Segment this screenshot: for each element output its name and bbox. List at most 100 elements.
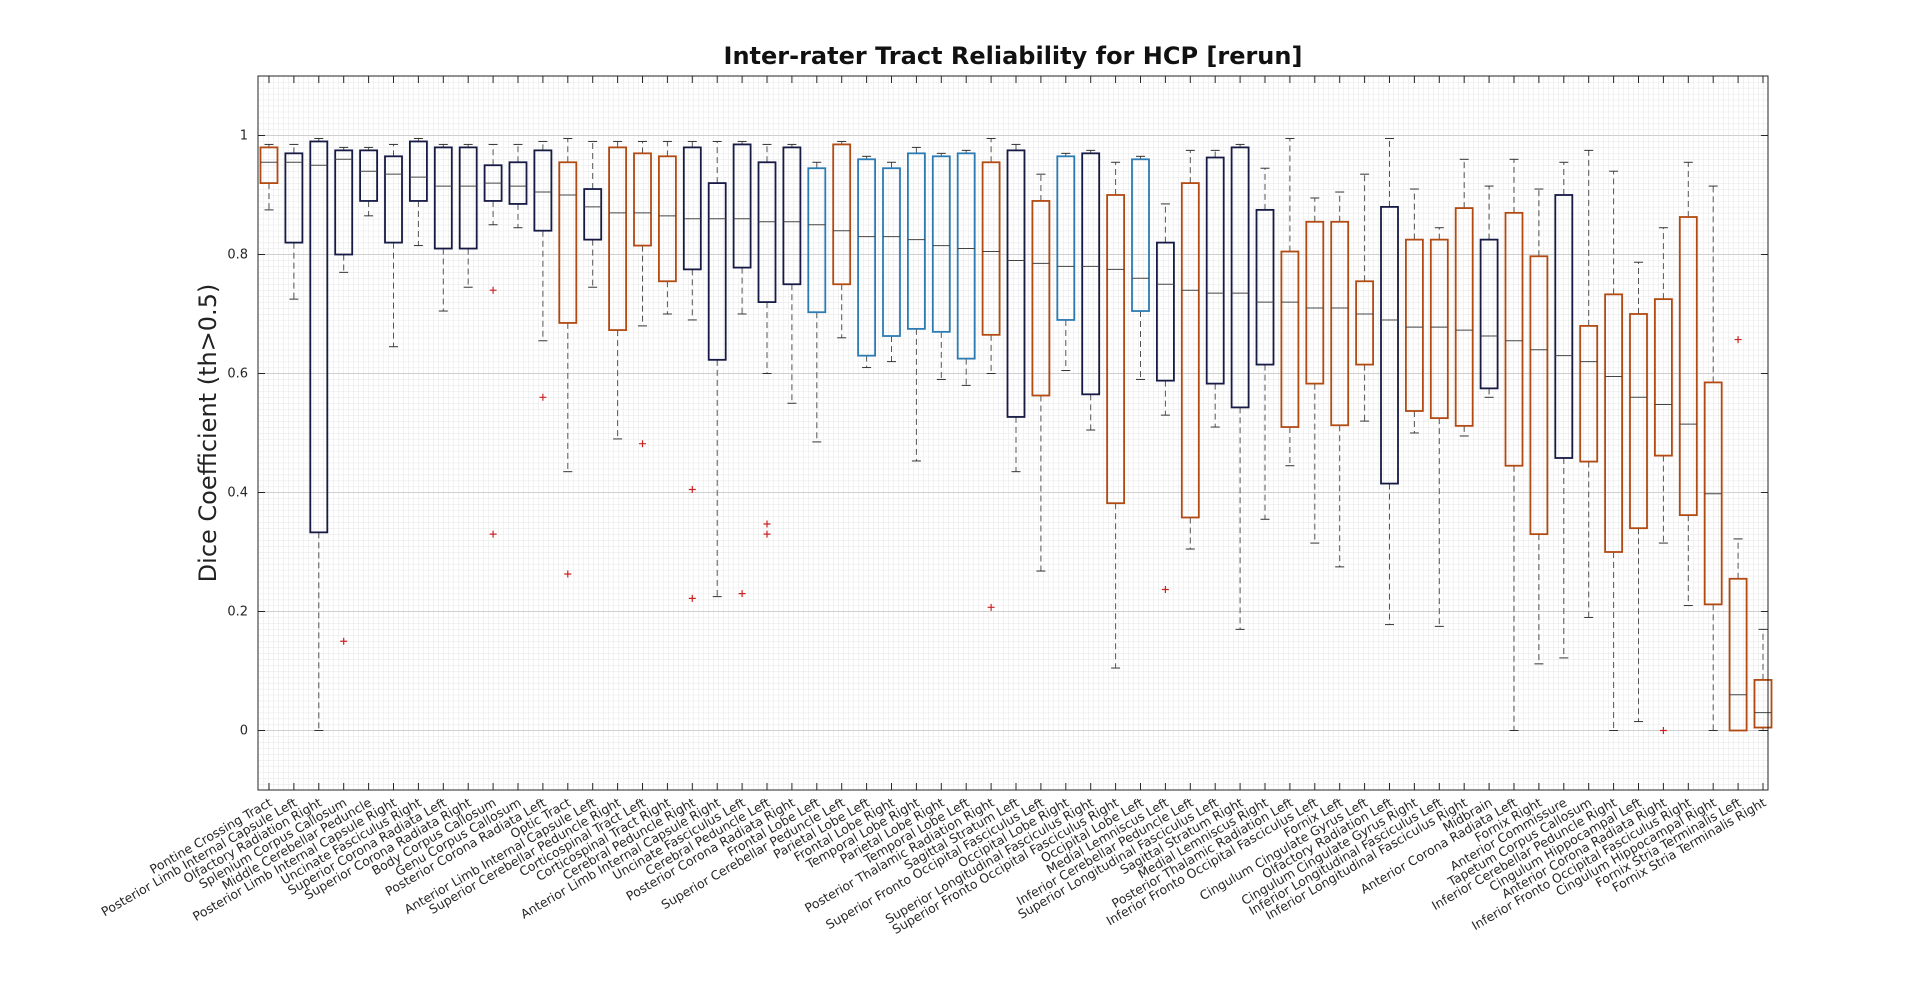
box-series [259, 137, 1773, 734]
box-3 [309, 137, 329, 731]
y-tick-label: 0 [240, 724, 248, 739]
box-10 [483, 143, 503, 538]
box-27 [907, 146, 926, 462]
box-iqr [1529, 255, 1549, 536]
box-52 [1529, 188, 1549, 665]
plot-frame [257, 75, 1769, 791]
box-iqr [658, 155, 677, 283]
y-tick-label: 0.8 [227, 248, 248, 263]
box-17 [658, 140, 677, 315]
box-18 [682, 140, 702, 602]
box-56 [1629, 261, 1648, 723]
box-iqr [334, 149, 354, 256]
box-iqr [1504, 211, 1524, 467]
box-iqr [408, 140, 428, 202]
box-36 [1131, 155, 1150, 380]
box-iqr [1031, 200, 1051, 397]
box-49 [1454, 158, 1474, 437]
box-iqr [832, 143, 852, 286]
box-iqr [583, 188, 603, 241]
box-iqr [384, 155, 403, 244]
major-grid [258, 135, 1768, 731]
outlier-marker [987, 603, 995, 611]
box-57 [1654, 227, 1673, 734]
y-axis-label: Dice Coefficient (th>0.5) [194, 284, 222, 583]
outlier-marker [763, 520, 771, 528]
box-53 [1554, 161, 1574, 659]
box-16 [633, 140, 652, 448]
box-47 [1405, 188, 1424, 434]
box-iqr [1230, 146, 1250, 409]
box-50 [1479, 185, 1499, 398]
box-iqr [1753, 679, 1773, 729]
outlier-marker [489, 286, 497, 294]
box-26 [882, 161, 901, 363]
outlier-marker [489, 530, 497, 538]
box-iqr [1131, 158, 1150, 312]
y-tick-label: 1 [240, 129, 248, 144]
box-14 [583, 140, 603, 288]
box-38 [1180, 149, 1200, 550]
box-55 [1604, 170, 1623, 731]
box-iqr [533, 149, 553, 232]
box-iqr [284, 152, 304, 244]
outlier-marker [738, 590, 746, 598]
box-iqr [633, 152, 652, 247]
box-15 [608, 140, 627, 440]
box-iqr [1654, 298, 1673, 457]
box-iqr [309, 140, 329, 534]
box-35 [1106, 161, 1125, 669]
box-20 [732, 140, 752, 598]
box-iqr [707, 182, 727, 361]
box-iqr [608, 146, 627, 331]
box-iqr [1081, 152, 1101, 396]
box-iqr [1205, 156, 1225, 385]
y-tick-label: 0.4 [227, 486, 248, 501]
box-48 [1429, 227, 1449, 627]
box-iqr [907, 152, 926, 330]
box-4 [334, 146, 354, 645]
box-iqr [259, 146, 279, 184]
box-iqr [1255, 208, 1275, 366]
box-iqr [1405, 238, 1424, 412]
box-iqr [956, 152, 976, 360]
box-iqr [682, 146, 702, 271]
box-54 [1579, 149, 1599, 618]
box-iqr [1330, 220, 1350, 427]
box-8 [433, 143, 453, 312]
box-1 [259, 143, 279, 211]
box-32 [1031, 173, 1051, 572]
outlier-marker [1734, 336, 1742, 344]
box-iqr [1554, 194, 1574, 459]
box-51 [1504, 158, 1524, 731]
box-iqr [1479, 238, 1499, 390]
box-iqr [1629, 313, 1648, 530]
box-6 [384, 143, 403, 348]
box-12 [533, 140, 553, 401]
box-19 [707, 140, 727, 598]
box-2 [284, 143, 304, 300]
outlier-marker [340, 637, 348, 645]
outlier-marker [639, 440, 646, 448]
box-41 [1255, 167, 1275, 520]
box-iqr [1180, 182, 1200, 519]
box-46 [1380, 137, 1399, 626]
box-iqr [1678, 216, 1698, 517]
box-iqr [508, 161, 528, 205]
box-iqr [981, 161, 1001, 336]
outlier-marker [564, 570, 572, 578]
box-iqr [1728, 577, 1748, 732]
box-iqr [807, 167, 827, 314]
box-13 [558, 137, 578, 578]
box-5 [359, 146, 379, 217]
box-iqr [931, 155, 951, 333]
box-iqr [1006, 149, 1026, 418]
box-iqr [458, 146, 478, 250]
outlier-marker [688, 594, 696, 602]
outlier-marker [1161, 585, 1169, 593]
box-21 [757, 143, 777, 538]
box-60 [1728, 336, 1748, 732]
y-axis-ticks: 0 0.2 0.4 0.6 0.8 1 [227, 129, 1768, 739]
box-iqr [1305, 220, 1325, 385]
box-28 [931, 152, 951, 380]
